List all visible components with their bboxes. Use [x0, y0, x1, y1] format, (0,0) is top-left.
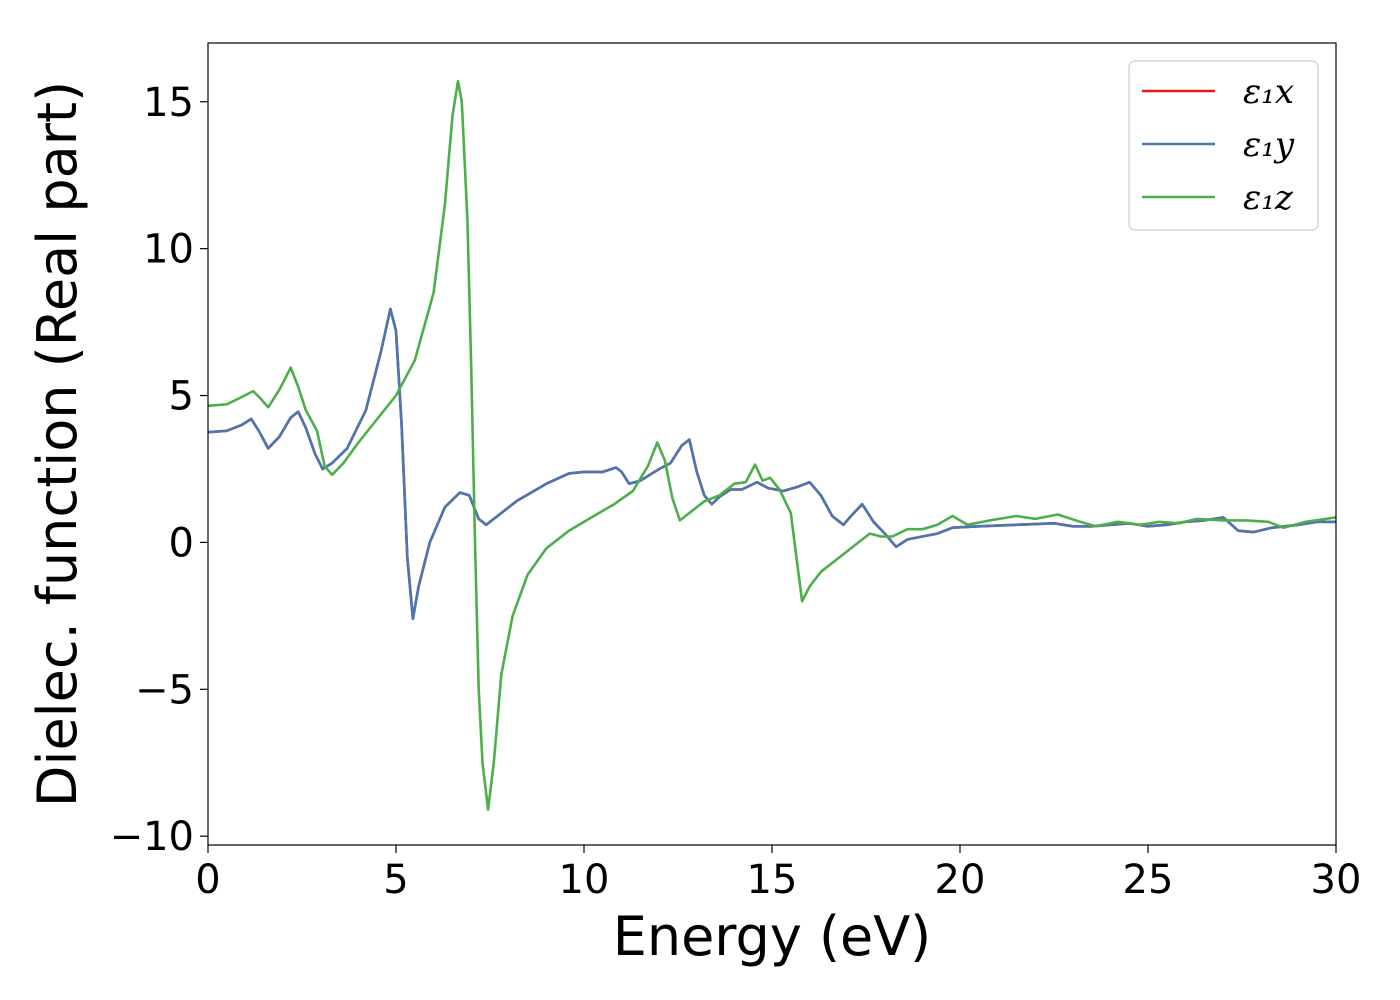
- series-line-3: [207, 79, 1337, 812]
- x-tick-label: 15: [747, 857, 798, 903]
- series-line-2: [207, 307, 1336, 621]
- y-tick-label: 15: [143, 80, 194, 126]
- x-axis-ticks: 0 5 10 15 20 25 30: [195, 845, 1361, 903]
- y-tick-label: −10: [110, 814, 194, 860]
- series-line-1: [207, 307, 1336, 621]
- x-axis-title: Energy (eV): [613, 905, 932, 968]
- legend: ε₁x ε₁y ε₁z: [1128, 60, 1319, 231]
- y-axis-title: Dielec. function (Real part): [26, 81, 89, 807]
- legend-label: ε₁z: [1243, 178, 1294, 218]
- x-tick-label: 20: [935, 857, 986, 903]
- y-axis-ticks: −10 −5 0 5 10 15: [110, 80, 208, 860]
- y-tick-label: −5: [135, 667, 194, 713]
- x-tick-label: 10: [559, 857, 610, 903]
- legend-label: ε₁y: [1243, 125, 1295, 165]
- y-tick-label: 10: [143, 227, 194, 273]
- x-tick-label: 30: [1311, 857, 1362, 903]
- legend-label: ε₁x: [1243, 72, 1294, 112]
- legend-box: [1128, 60, 1319, 231]
- y-tick-label: 0: [169, 520, 194, 566]
- series-layer: [207, 79, 1337, 812]
- y-tick-label: 5: [169, 374, 194, 420]
- x-tick-label: 25: [1123, 857, 1174, 903]
- x-tick-label: 0: [195, 857, 220, 903]
- x-tick-label: 5: [383, 857, 408, 903]
